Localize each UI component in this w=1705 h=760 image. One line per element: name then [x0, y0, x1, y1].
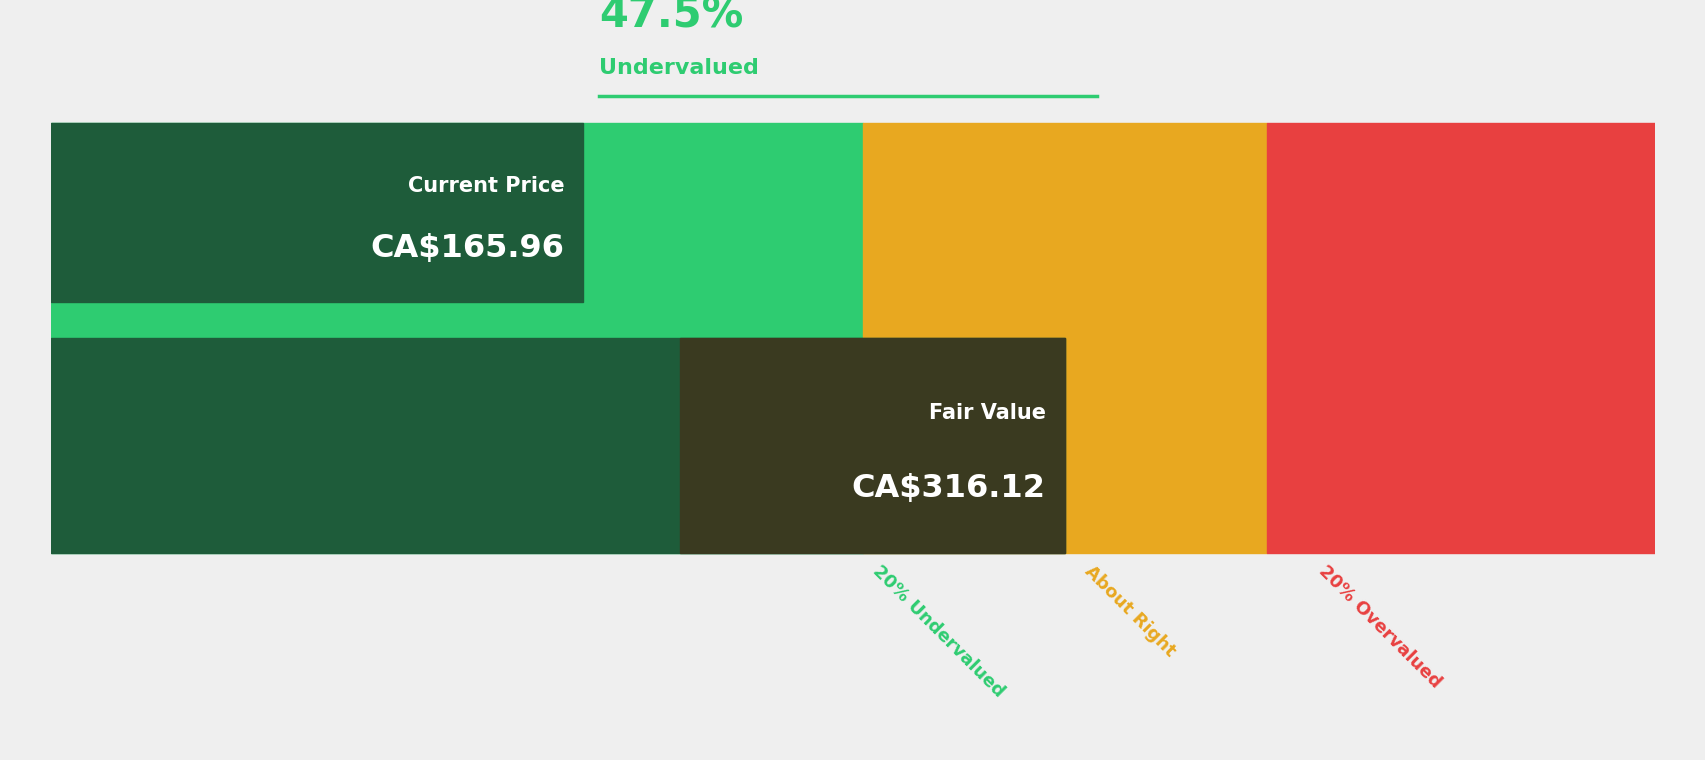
Text: Fair Value: Fair Value	[928, 404, 1045, 423]
Text: CA$316.12: CA$316.12	[851, 473, 1045, 505]
Bar	[51, 123, 863, 553]
Text: About Right: About Right	[1079, 562, 1178, 660]
Text: 20% Undervalued: 20% Undervalued	[868, 562, 1008, 701]
Text: Current Price: Current Price	[407, 176, 564, 195]
Bar	[1267, 123, 1654, 553]
Text: Undervalued: Undervalued	[598, 58, 759, 78]
Bar	[51, 123, 583, 302]
Text: CA$165.96: CA$165.96	[370, 233, 564, 264]
Text: 20% Overvalued: 20% Overvalued	[1315, 562, 1444, 692]
Bar	[679, 338, 1064, 553]
Text: 47.5%: 47.5%	[598, 0, 743, 36]
Bar	[51, 338, 1064, 553]
Bar	[863, 123, 1267, 553]
